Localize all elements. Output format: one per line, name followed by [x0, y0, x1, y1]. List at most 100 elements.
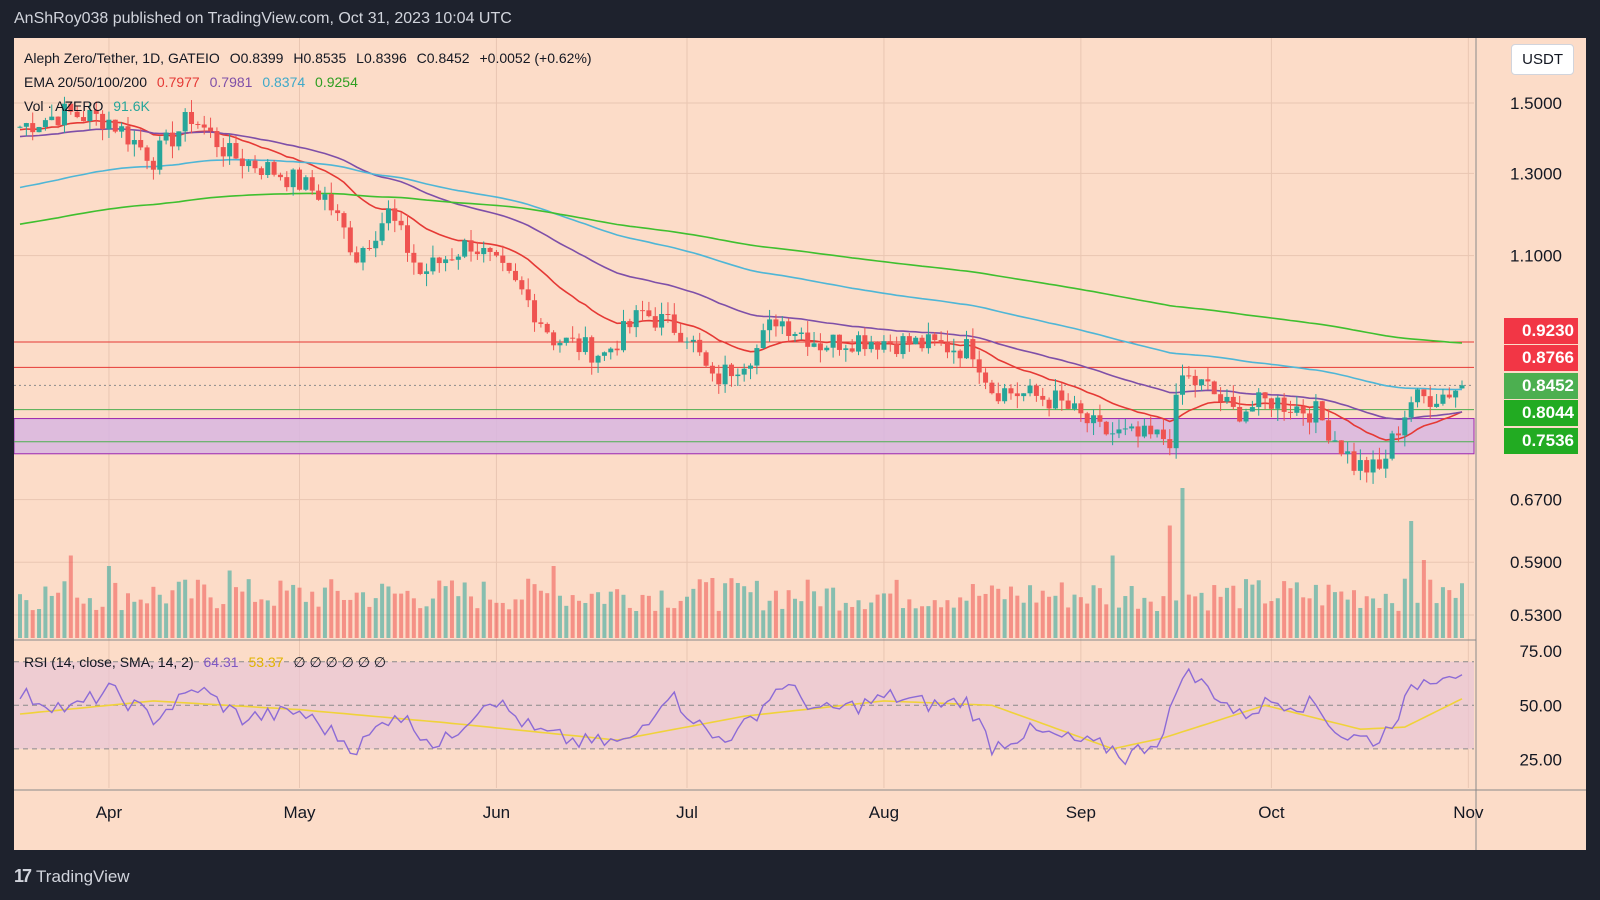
- volume-bar: [920, 606, 925, 638]
- volume-bar: [640, 594, 645, 638]
- candle-body: [81, 117, 87, 122]
- candle-body: [970, 339, 976, 360]
- volume-bar: [354, 592, 359, 638]
- volume-bar: [583, 602, 588, 638]
- volume-bar: [888, 593, 893, 638]
- candle-body: [1319, 401, 1325, 421]
- candle-body: [195, 124, 201, 126]
- candle-body: [1129, 426, 1135, 429]
- volume-bar: [1218, 596, 1223, 638]
- candle-body: [61, 103, 67, 126]
- candle-body: [385, 208, 391, 224]
- volume-bar: [1256, 580, 1261, 638]
- volume-bar: [970, 584, 975, 638]
- candle-body: [1300, 406, 1306, 414]
- candle-body: [735, 374, 741, 377]
- volume-bar: [265, 600, 270, 638]
- candle-body: [1345, 451, 1351, 455]
- candle-body: [1357, 460, 1363, 471]
- candle-body: [1072, 403, 1078, 409]
- candle-body: [786, 321, 792, 336]
- ema50-line: [19, 128, 1463, 421]
- candle-body: [1332, 440, 1338, 442]
- candle-body: [767, 319, 773, 331]
- candle-body: [792, 333, 798, 336]
- candle-body: [1014, 393, 1020, 397]
- volume-bar: [335, 590, 340, 638]
- candle-body: [341, 213, 347, 228]
- volume-bar: [704, 582, 709, 638]
- volume-bar: [1447, 590, 1452, 638]
- legend-high: H0.8535: [293, 50, 347, 66]
- volume-bar: [850, 606, 855, 638]
- volume-bar: [532, 584, 537, 638]
- candle-body: [843, 348, 849, 350]
- volume-bar: [392, 593, 397, 638]
- candle-body: [392, 208, 398, 221]
- price-label-0.7536: 0.7536: [1504, 428, 1578, 454]
- volume-bar: [977, 595, 982, 638]
- candle-body: [1141, 425, 1147, 437]
- volume-bar: [494, 602, 499, 638]
- volume-bar: [106, 566, 111, 638]
- volume-bar: [1091, 585, 1096, 638]
- volume-bar: [469, 596, 474, 638]
- volume-bar: [125, 593, 130, 638]
- ema200-line: [19, 192, 1463, 344]
- candle-body: [570, 337, 576, 339]
- volume-bar: [900, 608, 905, 638]
- candle-body: [106, 119, 112, 130]
- candle-body: [830, 334, 836, 348]
- candle-body: [1084, 413, 1090, 424]
- candle-body: [506, 262, 512, 271]
- volume-bar: [742, 586, 747, 638]
- volume-bar: [1085, 603, 1090, 638]
- chart-frame[interactable]: 1.5000 1.3000 1.1000 0.6700 0.5900 0.5300 75.0…: [14, 38, 1586, 850]
- price-tick-0.5900: 0.5900: [1510, 553, 1562, 572]
- volume-bar: [621, 594, 626, 638]
- candle-body: [1243, 411, 1249, 422]
- candle-body: [55, 116, 61, 126]
- volume-bar: [837, 610, 842, 638]
- volume-bar: [37, 609, 42, 638]
- price-label-last: 0.8452: [1504, 373, 1578, 399]
- candle-body: [716, 373, 722, 385]
- volume-bar: [361, 592, 366, 638]
- volume-bar: [399, 593, 404, 638]
- candle-body: [309, 177, 315, 191]
- time-tick-May: May: [283, 803, 316, 822]
- candle-body: [1046, 399, 1052, 409]
- volume-bar: [1110, 555, 1115, 638]
- currency-button[interactable]: USDT: [1511, 44, 1574, 75]
- volume-bar: [380, 583, 385, 638]
- candle-body: [290, 169, 296, 188]
- candle-body: [150, 160, 156, 170]
- candle-body: [284, 177, 290, 188]
- candle-body: [817, 343, 823, 351]
- candle-body: [347, 227, 353, 253]
- volume-bar: [56, 592, 61, 638]
- candle-body: [379, 223, 385, 241]
- chart-canvas[interactable]: 1.5000 1.3000 1.1000 0.6700 0.5900 0.5300 75.0…: [14, 38, 1586, 850]
- support-zone: [14, 418, 1475, 455]
- candle-body: [258, 168, 264, 175]
- candle-body: [932, 334, 938, 341]
- candle-body: [335, 210, 341, 214]
- volume-bar: [1212, 585, 1217, 638]
- volume-bar: [488, 599, 493, 638]
- candle-body: [919, 337, 925, 349]
- volume-bar: [1180, 488, 1185, 638]
- tradingview-footer[interactable]: 17 TradingView: [14, 866, 130, 887]
- candle-body: [1383, 458, 1389, 469]
- volume-bar: [176, 581, 181, 638]
- tradingview-logo-icon: 17: [14, 866, 32, 886]
- volume-bar: [1440, 587, 1445, 638]
- candle-body: [125, 126, 131, 145]
- time-tick-Aug: Aug: [869, 803, 899, 822]
- volume-bar: [424, 606, 429, 638]
- legend-ohlc: Aleph Zero/Tether, 1D, GATEIO O0.8399 H0…: [24, 50, 598, 66]
- volume-bar: [786, 590, 791, 638]
- candle-body: [36, 126, 42, 133]
- candle-body: [1275, 397, 1281, 409]
- candle-body: [519, 280, 525, 290]
